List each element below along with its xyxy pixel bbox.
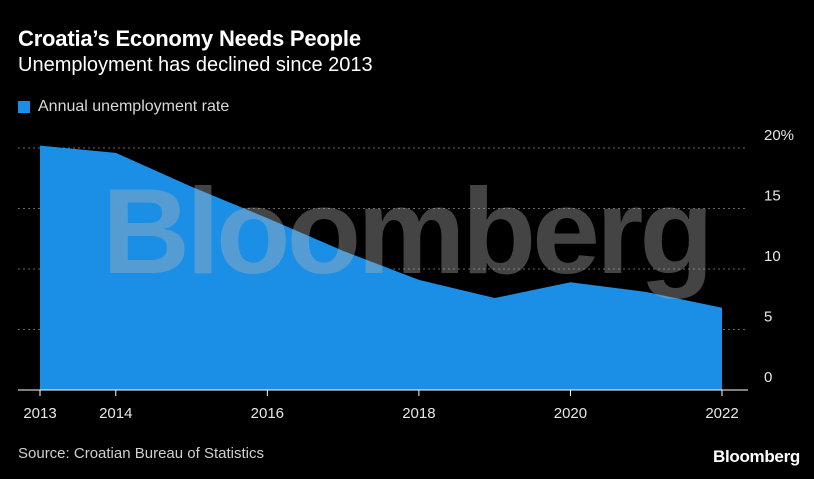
y-tick-label: 15	[764, 188, 781, 205]
x-tick-label: 2016	[251, 405, 284, 422]
chart-title: Croatia’s Economy Needs People	[18, 26, 361, 51]
watermark-group: Bloomberg	[102, 163, 714, 299]
x-tick-label: 2020	[554, 405, 587, 422]
legend-label: Annual unemployment rate	[38, 98, 230, 115]
source-note: Source: Croatian Bureau of Statistics	[18, 445, 264, 462]
watermark-text: Bloomberg	[102, 163, 710, 299]
y-axis: 0 5 10 15 20%	[764, 127, 794, 386]
y-tick-label: 10	[764, 248, 781, 265]
series-area-group	[39, 145, 723, 390]
bloomberg-logo: Bloomberg	[712, 447, 800, 466]
x-tick-label: 2018	[402, 405, 435, 422]
series-area	[40, 145, 722, 390]
legend-swatch	[18, 101, 30, 113]
x-tick-label: 2022	[705, 405, 738, 422]
x-tick-label: 2013	[23, 405, 56, 422]
y-tick-label: 0	[764, 369, 772, 386]
y-tick-label: 5	[764, 309, 772, 326]
legend: Annual unemployment rate	[18, 98, 229, 116]
y-tick-label: 20%	[764, 127, 794, 144]
x-tick-label: 2014	[99, 405, 132, 422]
x-axis: 2013 2014 2016 2018 2020 2022	[18, 389, 748, 422]
chart-subtitle: Unemployment has declined since 2013	[18, 54, 373, 76]
